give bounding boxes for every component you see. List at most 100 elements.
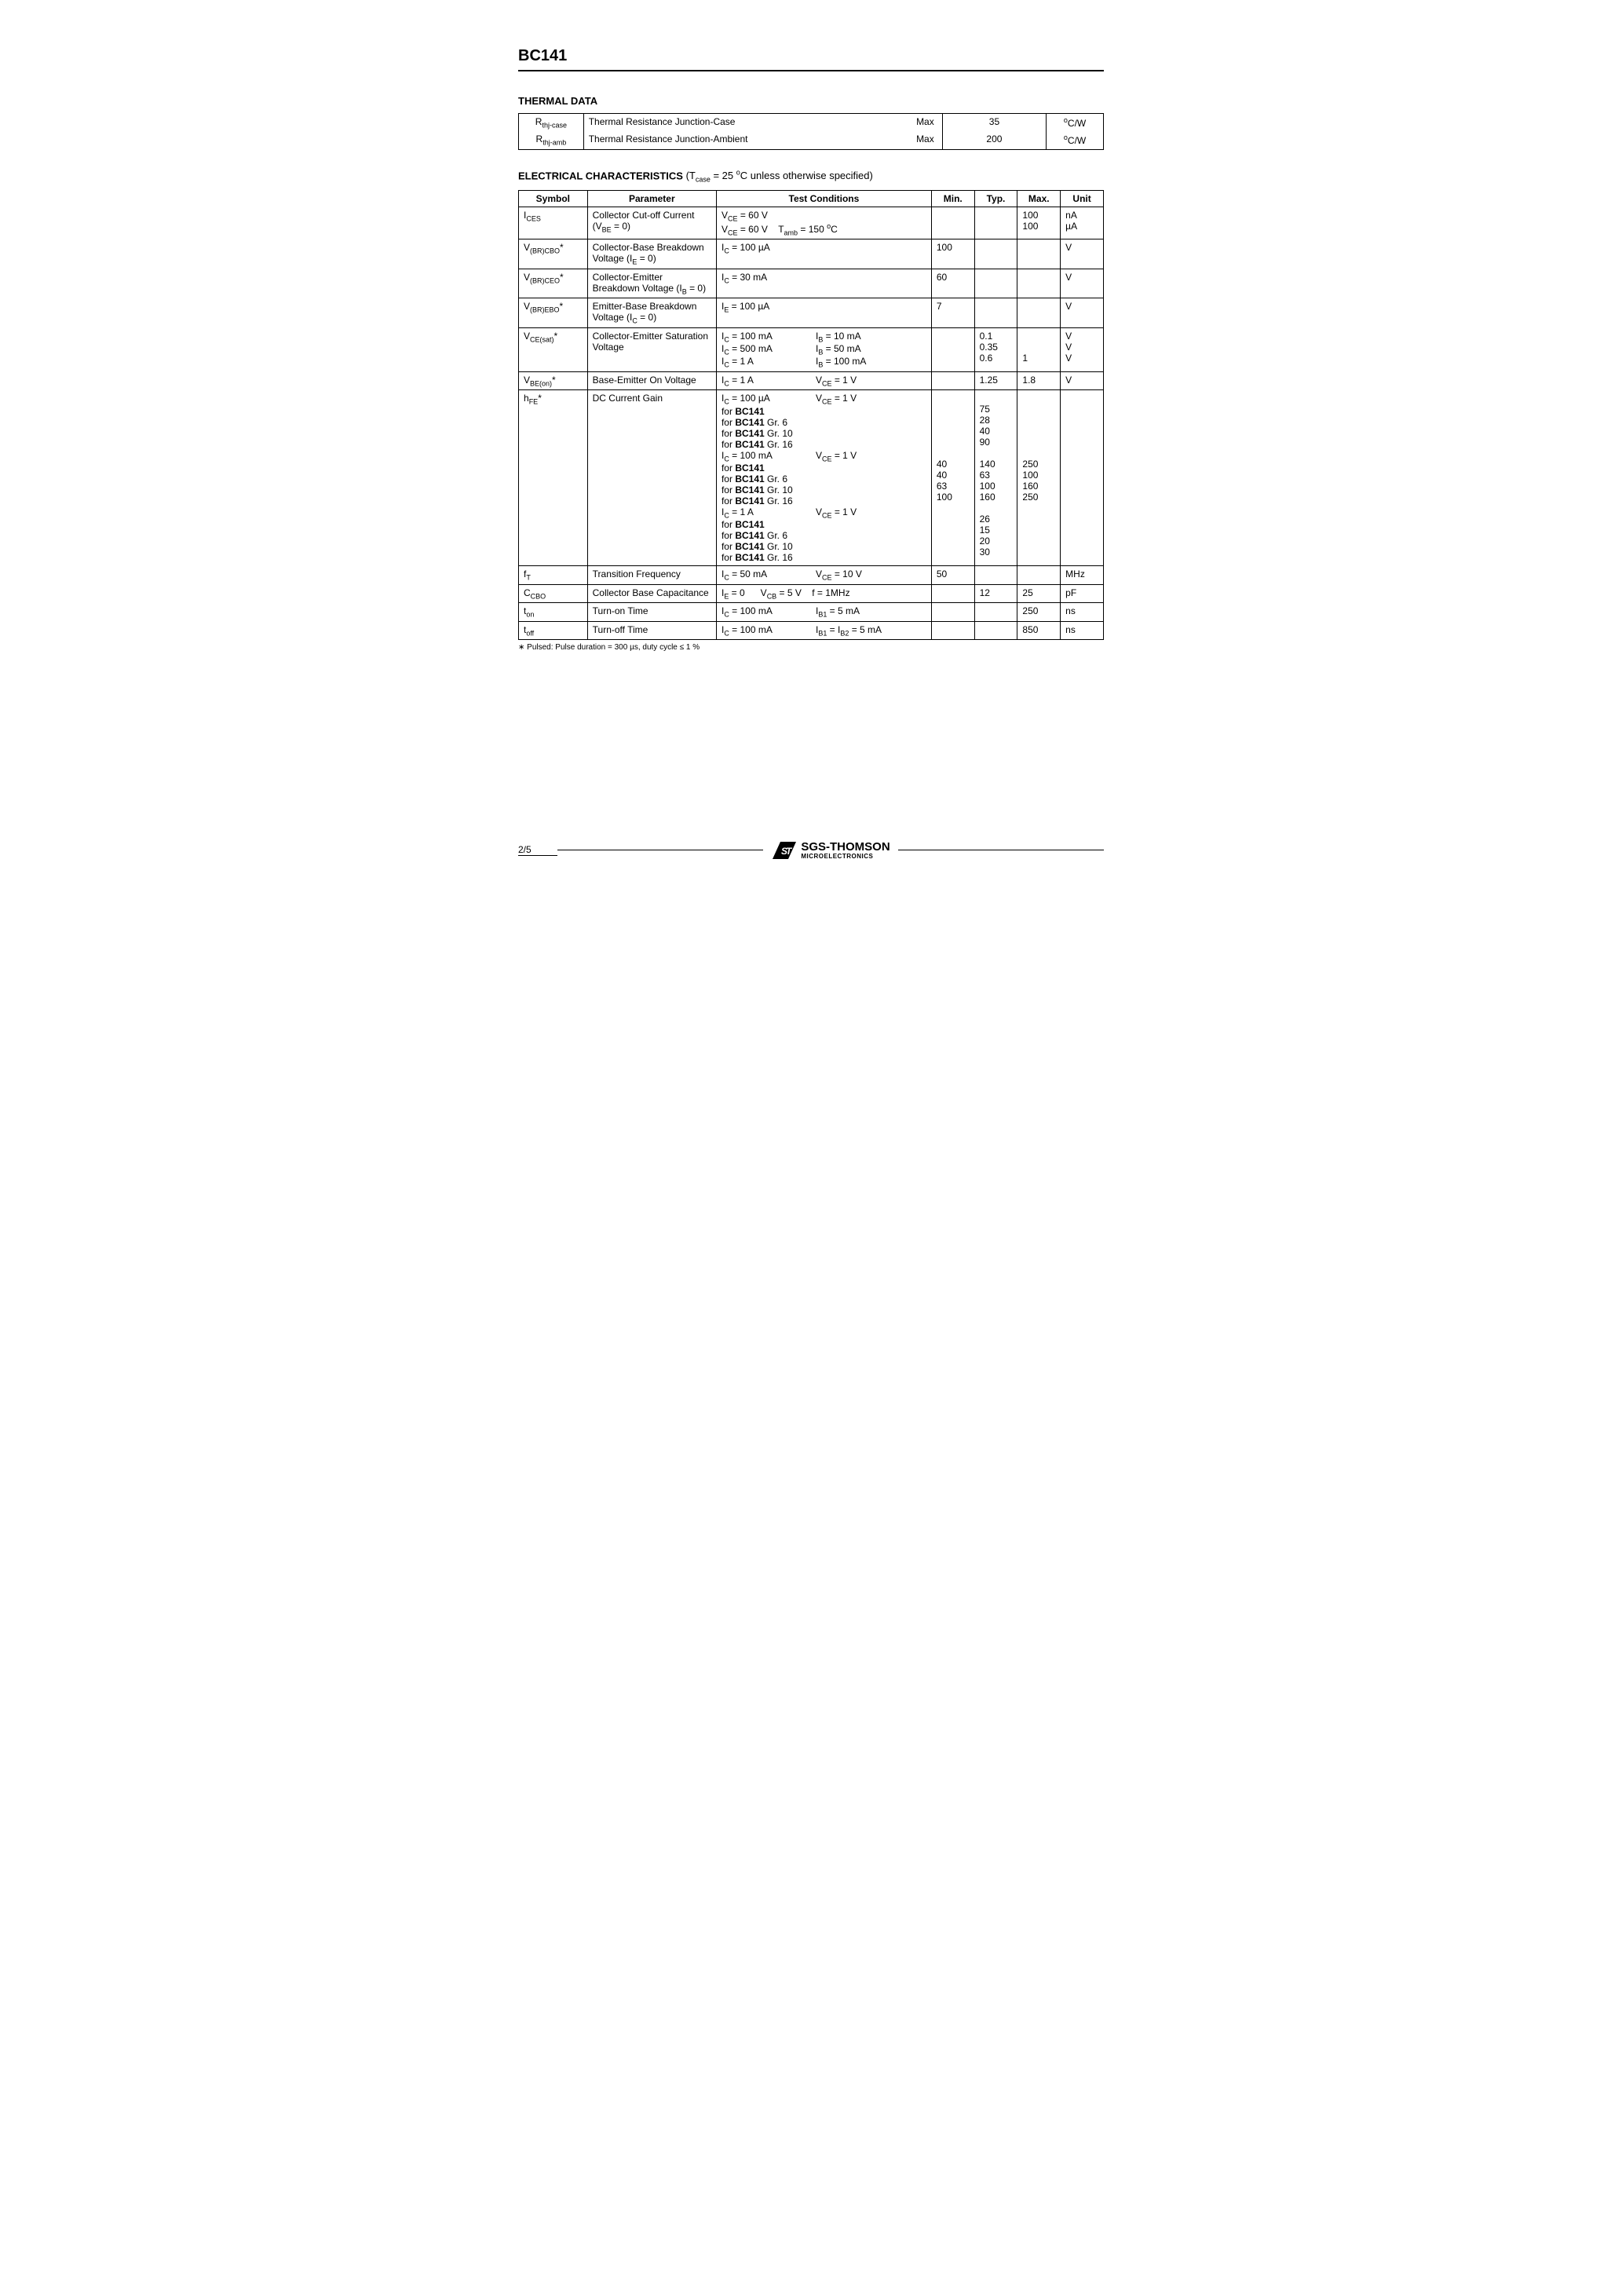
elec-cond: IC = 100 µA [716,239,931,269]
elec-typ [974,603,1017,621]
header-conditions: Test Conditions [716,190,931,207]
elec-header-row: Symbol Parameter Test Conditions Min. Ty… [519,190,1104,207]
elec-row: V(BR)EBO*Emitter-Base Breakdown Voltage … [519,298,1104,327]
elec-cond: VCE = 60 VVCE = 60 V Tamb = 150 oC [716,207,931,239]
elec-max [1017,298,1061,327]
elec-symbol: V(BR)EBO* [519,298,588,327]
page-footer: 2/5 S T SGS-THOMSON MICROELECTRONICS [518,840,1104,861]
elec-param: Turn-on Time [587,603,716,621]
thermal-desc: Thermal Resistance Junction-Ambient [583,131,890,149]
elec-cond: IC = 100 µAVCE = 1 Vfor BC141for BC141 G… [716,390,931,566]
header-max: Max. [1017,190,1061,207]
elec-typ: 1.25 [974,371,1017,389]
elec-title-cond: (Tcase = 25 oC unless otherwise specifie… [686,170,873,181]
elec-row: VBE(on)*Base-Emitter On VoltageIC = 1 AV… [519,371,1104,389]
thermal-value: 200 [942,131,1046,149]
elec-max: 25 [1017,584,1061,602]
elec-typ [974,566,1017,584]
elec-typ [974,239,1017,269]
elec-param: Turn-off Time [587,621,716,639]
elec-unit: V [1061,269,1104,298]
sgs-thomson-logo: S T SGS-THOMSON MICROELECTRONICS [763,840,897,861]
elec-title-text: ELECTRICAL CHARACTERISTICS [518,170,683,181]
elec-max: 250 [1017,603,1061,621]
elec-param: Base-Emitter On Voltage [587,371,716,389]
elec-cond: IE = 0 VCB = 5 V f = 1MHz [716,584,931,602]
elec-typ [974,621,1017,639]
elec-unit: ns [1061,621,1104,639]
thermal-max-label: Max [890,131,942,149]
thermal-desc: Thermal Resistance Junction-Case [583,114,890,132]
elec-unit: V [1061,239,1104,269]
elec-unit: MHz [1061,566,1104,584]
elec-row: V(BR)CEO*Collector-Emitter Breakdown Vol… [519,269,1104,298]
elec-symbol: V(BR)CBO* [519,239,588,269]
elec-min: 404063100 [931,390,974,566]
thermal-unit: oC/W [1047,131,1104,149]
elec-typ [974,298,1017,327]
elec-symbol: ton [519,603,588,621]
elec-typ: 0.10.350.6 [974,327,1017,371]
header-unit: Unit [1061,190,1104,207]
elec-param: Collector Base Capacitance [587,584,716,602]
header-min: Min. [931,190,974,207]
elec-min [931,621,974,639]
elec-min: 7 [931,298,974,327]
elec-cond: IC = 50 mAVCE = 10 V [716,566,931,584]
thermal-max-label: Max [890,114,942,132]
page-container: BC141 THERMAL DATA Rthj-caseThermal Resi… [487,0,1135,892]
elec-max: 1.8 [1017,371,1061,389]
header-parameter: Parameter [587,190,716,207]
thermal-symbol: Rthj-amb [519,131,584,149]
logo-main-text: SGS-THOMSON [801,841,890,853]
elec-symbol: ICES [519,207,588,239]
elec-typ [974,269,1017,298]
header-symbol: Symbol [519,190,588,207]
elec-max: 100100 [1017,207,1061,239]
elec-symbol: V(BR)CEO* [519,269,588,298]
elec-row: tonTurn-on TimeIC = 100 mAIB1 = 5 mA250n… [519,603,1104,621]
thermal-data-table: Rthj-caseThermal Resistance Junction-Cas… [518,113,1104,150]
elec-cond: IC = 100 mAIB1 = IB2 = 5 mA [716,621,931,639]
elec-min [931,371,974,389]
elec-max: 250100160250 [1017,390,1061,566]
elec-row: CCBOCollector Base CapacitanceIE = 0 VCB… [519,584,1104,602]
elec-unit: V [1061,298,1104,327]
elec-row: fTTransition FrequencyIC = 50 mAVCE = 10… [519,566,1104,584]
electrical-section-title: ELECTRICAL CHARACTERISTICS (Tcase = 25 o… [518,169,1104,184]
elec-typ [974,207,1017,239]
elec-symbol: toff [519,621,588,639]
header-typ: Typ. [974,190,1017,207]
elec-param: Transition Frequency [587,566,716,584]
elec-typ: 12 [974,584,1017,602]
elec-unit [1061,390,1104,566]
elec-cond: IC = 1 AVCE = 1 V [716,371,931,389]
thermal-section-title: THERMAL DATA [518,95,1104,107]
elec-unit: nAµA [1061,207,1104,239]
thermal-symbol: Rthj-case [519,114,584,132]
elec-param: Collector Cut-off Current (VBE = 0) [587,207,716,239]
elec-symbol: VCE(sat)* [519,327,588,371]
elec-row: hFE*DC Current GainIC = 100 µAVCE = 1 Vf… [519,390,1104,566]
elec-max [1017,269,1061,298]
elec-max [1017,239,1061,269]
elec-unit: pF [1061,584,1104,602]
elec-symbol: fT [519,566,588,584]
elec-max: 850 [1017,621,1061,639]
elec-symbol: hFE* [519,390,588,566]
elec-symbol: CCBO [519,584,588,602]
thermal-value: 35 [942,114,1046,132]
logo-sub-text: MICROELECTRONICS [801,853,890,860]
elec-unit: V [1061,371,1104,389]
part-number-header: BC141 [518,47,1104,71]
elec-typ: 752840901406310016026152030 [974,390,1017,566]
elec-row: toffTurn-off TimeIC = 100 mAIB1 = IB2 = … [519,621,1104,639]
elec-min [931,327,974,371]
elec-min: 100 [931,239,974,269]
elec-min [931,207,974,239]
elec-cond: IC = 100 mAIB1 = 5 mA [716,603,931,621]
elec-cond: IC = 100 mAIB = 10 mAIC = 500 mAIB = 50 … [716,327,931,371]
thermal-row: Rthj-ambThermal Resistance Junction-Ambi… [519,131,1104,149]
elec-param: Collector-Emitter Saturation Voltage [587,327,716,371]
elec-param: Collector-Emitter Breakdown Voltage (IB … [587,269,716,298]
